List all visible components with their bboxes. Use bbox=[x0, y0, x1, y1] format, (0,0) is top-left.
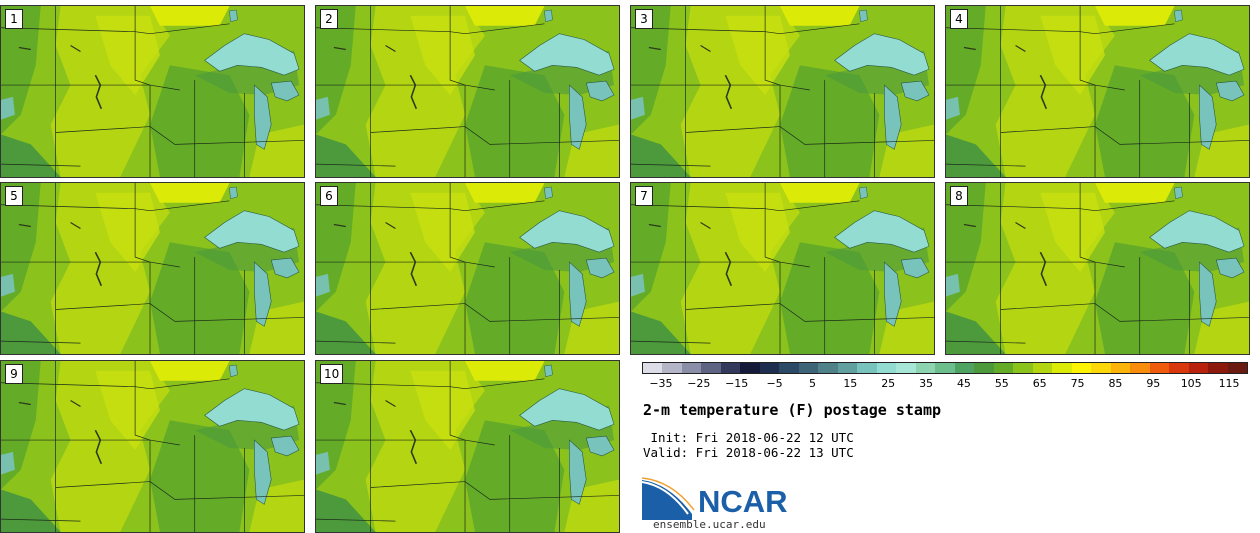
temperature-map bbox=[1, 183, 304, 354]
colorbar-swatch bbox=[779, 363, 799, 373]
colorbar-tick-label: 105 bbox=[1180, 377, 1202, 390]
temperature-colorbar bbox=[642, 362, 1248, 374]
temperature-map bbox=[631, 183, 934, 354]
colorbar-swatch bbox=[1227, 363, 1248, 373]
temperature-map bbox=[1, 6, 304, 177]
colorbar-tick-label: 5 bbox=[808, 377, 816, 390]
colorbar-swatch bbox=[681, 363, 702, 373]
member-number-label: 1 bbox=[5, 9, 23, 29]
temperature-map bbox=[631, 6, 934, 177]
member-number-label: 5 bbox=[5, 186, 23, 206]
colorbar-tick-label: 55 bbox=[994, 377, 1009, 390]
valid-time: Valid: Fri 2018-06-22 13 UTC bbox=[643, 445, 854, 460]
member-map-panel: 1 bbox=[0, 5, 305, 178]
colorbar-tick-label: −25 bbox=[687, 377, 711, 390]
member-map-panel: 7 bbox=[630, 182, 935, 355]
member-map-panel: 2 bbox=[315, 5, 620, 178]
colorbar-tick-label: 15 bbox=[843, 377, 858, 390]
colorbar-swatch bbox=[954, 363, 975, 373]
chart-title: 2-m temperature (F) postage stamp bbox=[643, 401, 942, 419]
member-number-label: 7 bbox=[635, 186, 653, 206]
colorbar-tick-label: 35 bbox=[919, 377, 934, 390]
colorbar-ticks: −35 −25 −15 −5 5 15 25 35 45 55 65 75 85 95 105 115 bbox=[642, 377, 1248, 393]
member-map-panel: 3 bbox=[630, 5, 935, 178]
colorbar-swatch bbox=[662, 363, 682, 373]
colorbar-swatch bbox=[1013, 363, 1033, 373]
member-number-label: 8 bbox=[950, 186, 968, 206]
colorbar-tick-label: −35 bbox=[649, 377, 673, 390]
colorbar-tick-label: 95 bbox=[1146, 377, 1161, 390]
member-map-panel: 6 bbox=[315, 182, 620, 355]
temperature-map bbox=[946, 183, 1249, 354]
temperature-map bbox=[316, 6, 619, 177]
colorbar-swatch bbox=[643, 363, 663, 373]
colorbar-swatch bbox=[818, 363, 838, 373]
colorbar-swatch bbox=[896, 363, 916, 373]
temperature-map bbox=[316, 361, 619, 532]
colorbar-swatch bbox=[915, 363, 936, 373]
colorbar-swatch bbox=[857, 363, 877, 373]
colorbar-tick-label: −15 bbox=[725, 377, 749, 390]
colorbar-tick-label: 85 bbox=[1108, 377, 1123, 390]
member-number-label: 10 bbox=[320, 364, 344, 384]
colorbar-swatch bbox=[1149, 363, 1170, 373]
colorbar-swatch bbox=[837, 363, 858, 373]
init-time: Init: Fri 2018-06-22 12 UTC bbox=[643, 430, 854, 445]
colorbar-swatch bbox=[993, 363, 1014, 373]
member-map-panel: 8 bbox=[945, 182, 1250, 355]
colorbar-swatch bbox=[701, 363, 721, 373]
colorbar-tick-label: 45 bbox=[956, 377, 971, 390]
member-number-label: 6 bbox=[320, 186, 338, 206]
colorbar-swatch bbox=[974, 363, 994, 373]
colorbar-tick-label: 65 bbox=[1032, 377, 1047, 390]
member-map-panel: 4 bbox=[945, 5, 1250, 178]
colorbar-swatch bbox=[1032, 363, 1053, 373]
colorbar-swatch bbox=[1130, 363, 1150, 373]
colorbar-swatch bbox=[876, 363, 897, 373]
colorbar-tick-label: 75 bbox=[1070, 377, 1085, 390]
colorbar-swatch bbox=[1110, 363, 1131, 373]
member-number-label: 9 bbox=[5, 364, 23, 384]
site-url: ensemble.ucar.edu bbox=[653, 518, 766, 531]
colorbar-swatch bbox=[1091, 363, 1111, 373]
colorbar-swatch bbox=[798, 363, 819, 373]
colorbar-swatch bbox=[720, 363, 741, 373]
member-map-panel: 10 bbox=[315, 360, 620, 533]
colorbar-swatch bbox=[1208, 363, 1228, 373]
temperature-map bbox=[316, 183, 619, 354]
colorbar-tick-label: 25 bbox=[881, 377, 896, 390]
colorbar-swatch bbox=[1052, 363, 1072, 373]
temperature-map bbox=[946, 6, 1249, 177]
member-map-panel: 9 bbox=[0, 360, 305, 533]
colorbar-tick-label: 115 bbox=[1218, 377, 1240, 390]
member-number-label: 3 bbox=[635, 9, 653, 29]
temperature-map bbox=[1, 361, 304, 532]
member-map-panel: 5 bbox=[0, 182, 305, 355]
colorbar-tick-label: −5 bbox=[766, 377, 783, 390]
ncar-logo-icon bbox=[642, 477, 695, 520]
colorbar-swatch bbox=[1169, 363, 1189, 373]
colorbar-swatch bbox=[1071, 363, 1092, 373]
colorbar-swatch bbox=[1188, 363, 1209, 373]
ncar-logo-text: NCAR bbox=[698, 484, 788, 519]
member-number-label: 4 bbox=[950, 9, 968, 29]
colorbar-swatch bbox=[935, 363, 955, 373]
colorbar-swatch bbox=[759, 363, 780, 373]
colorbar-swatch bbox=[740, 363, 760, 373]
member-number-label: 2 bbox=[320, 9, 338, 29]
